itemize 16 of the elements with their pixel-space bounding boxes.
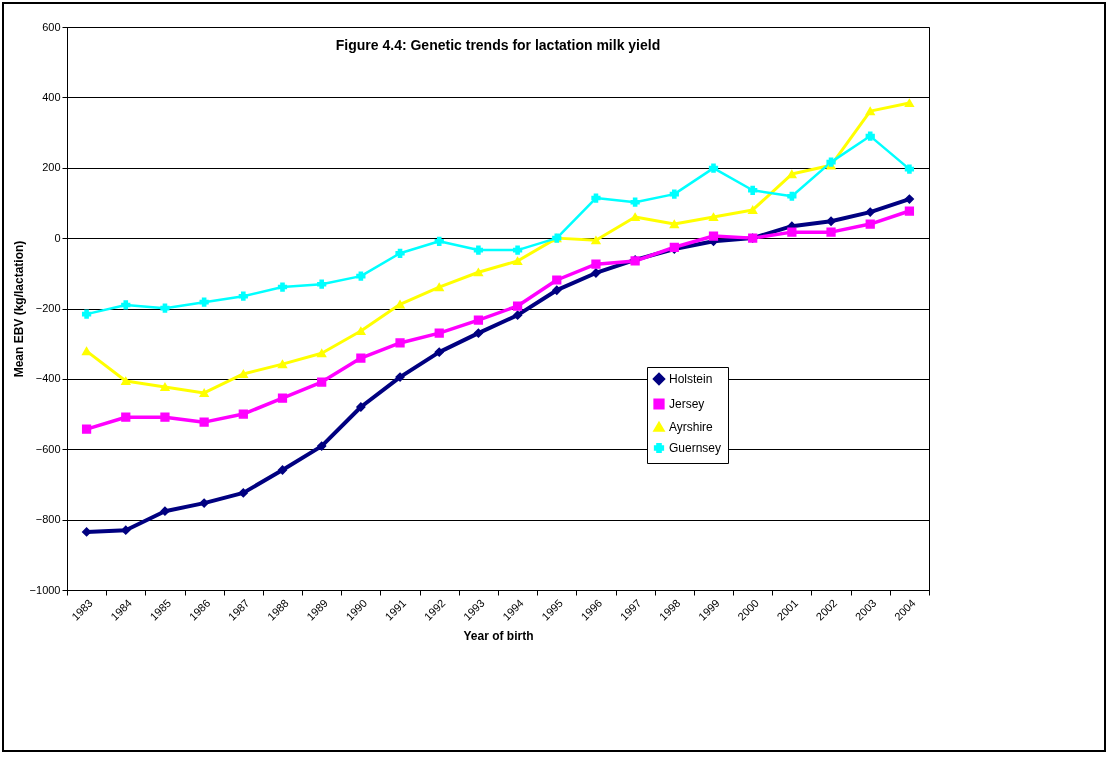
y-tick-label: −200 — [35, 302, 61, 314]
y-tick-label: 0 — [54, 231, 61, 244]
y-tick-label: 200 — [42, 161, 61, 174]
y-tick-label: 400 — [42, 90, 61, 103]
y-tick-label: −400 — [35, 372, 61, 385]
legend-label: Ayrshire — [669, 420, 714, 434]
y-axis-title: Mean EBV (kg/lactation) — [11, 240, 26, 378]
legend-label: Guernsey — [669, 441, 722, 455]
legend-label: Jersey — [669, 397, 705, 411]
y-tick-label: −1000 — [29, 583, 61, 596]
x-axis-title: Year of birth — [463, 628, 534, 643]
y-tick-label: −600 — [35, 442, 61, 455]
legend-label: Holstein — [669, 372, 713, 386]
text: Figure 4.4: Genetic trends for lactation milk yield — [335, 37, 661, 53]
y-tick-label: 600 — [42, 20, 61, 33]
y-tick-label: −800 — [35, 513, 61, 526]
